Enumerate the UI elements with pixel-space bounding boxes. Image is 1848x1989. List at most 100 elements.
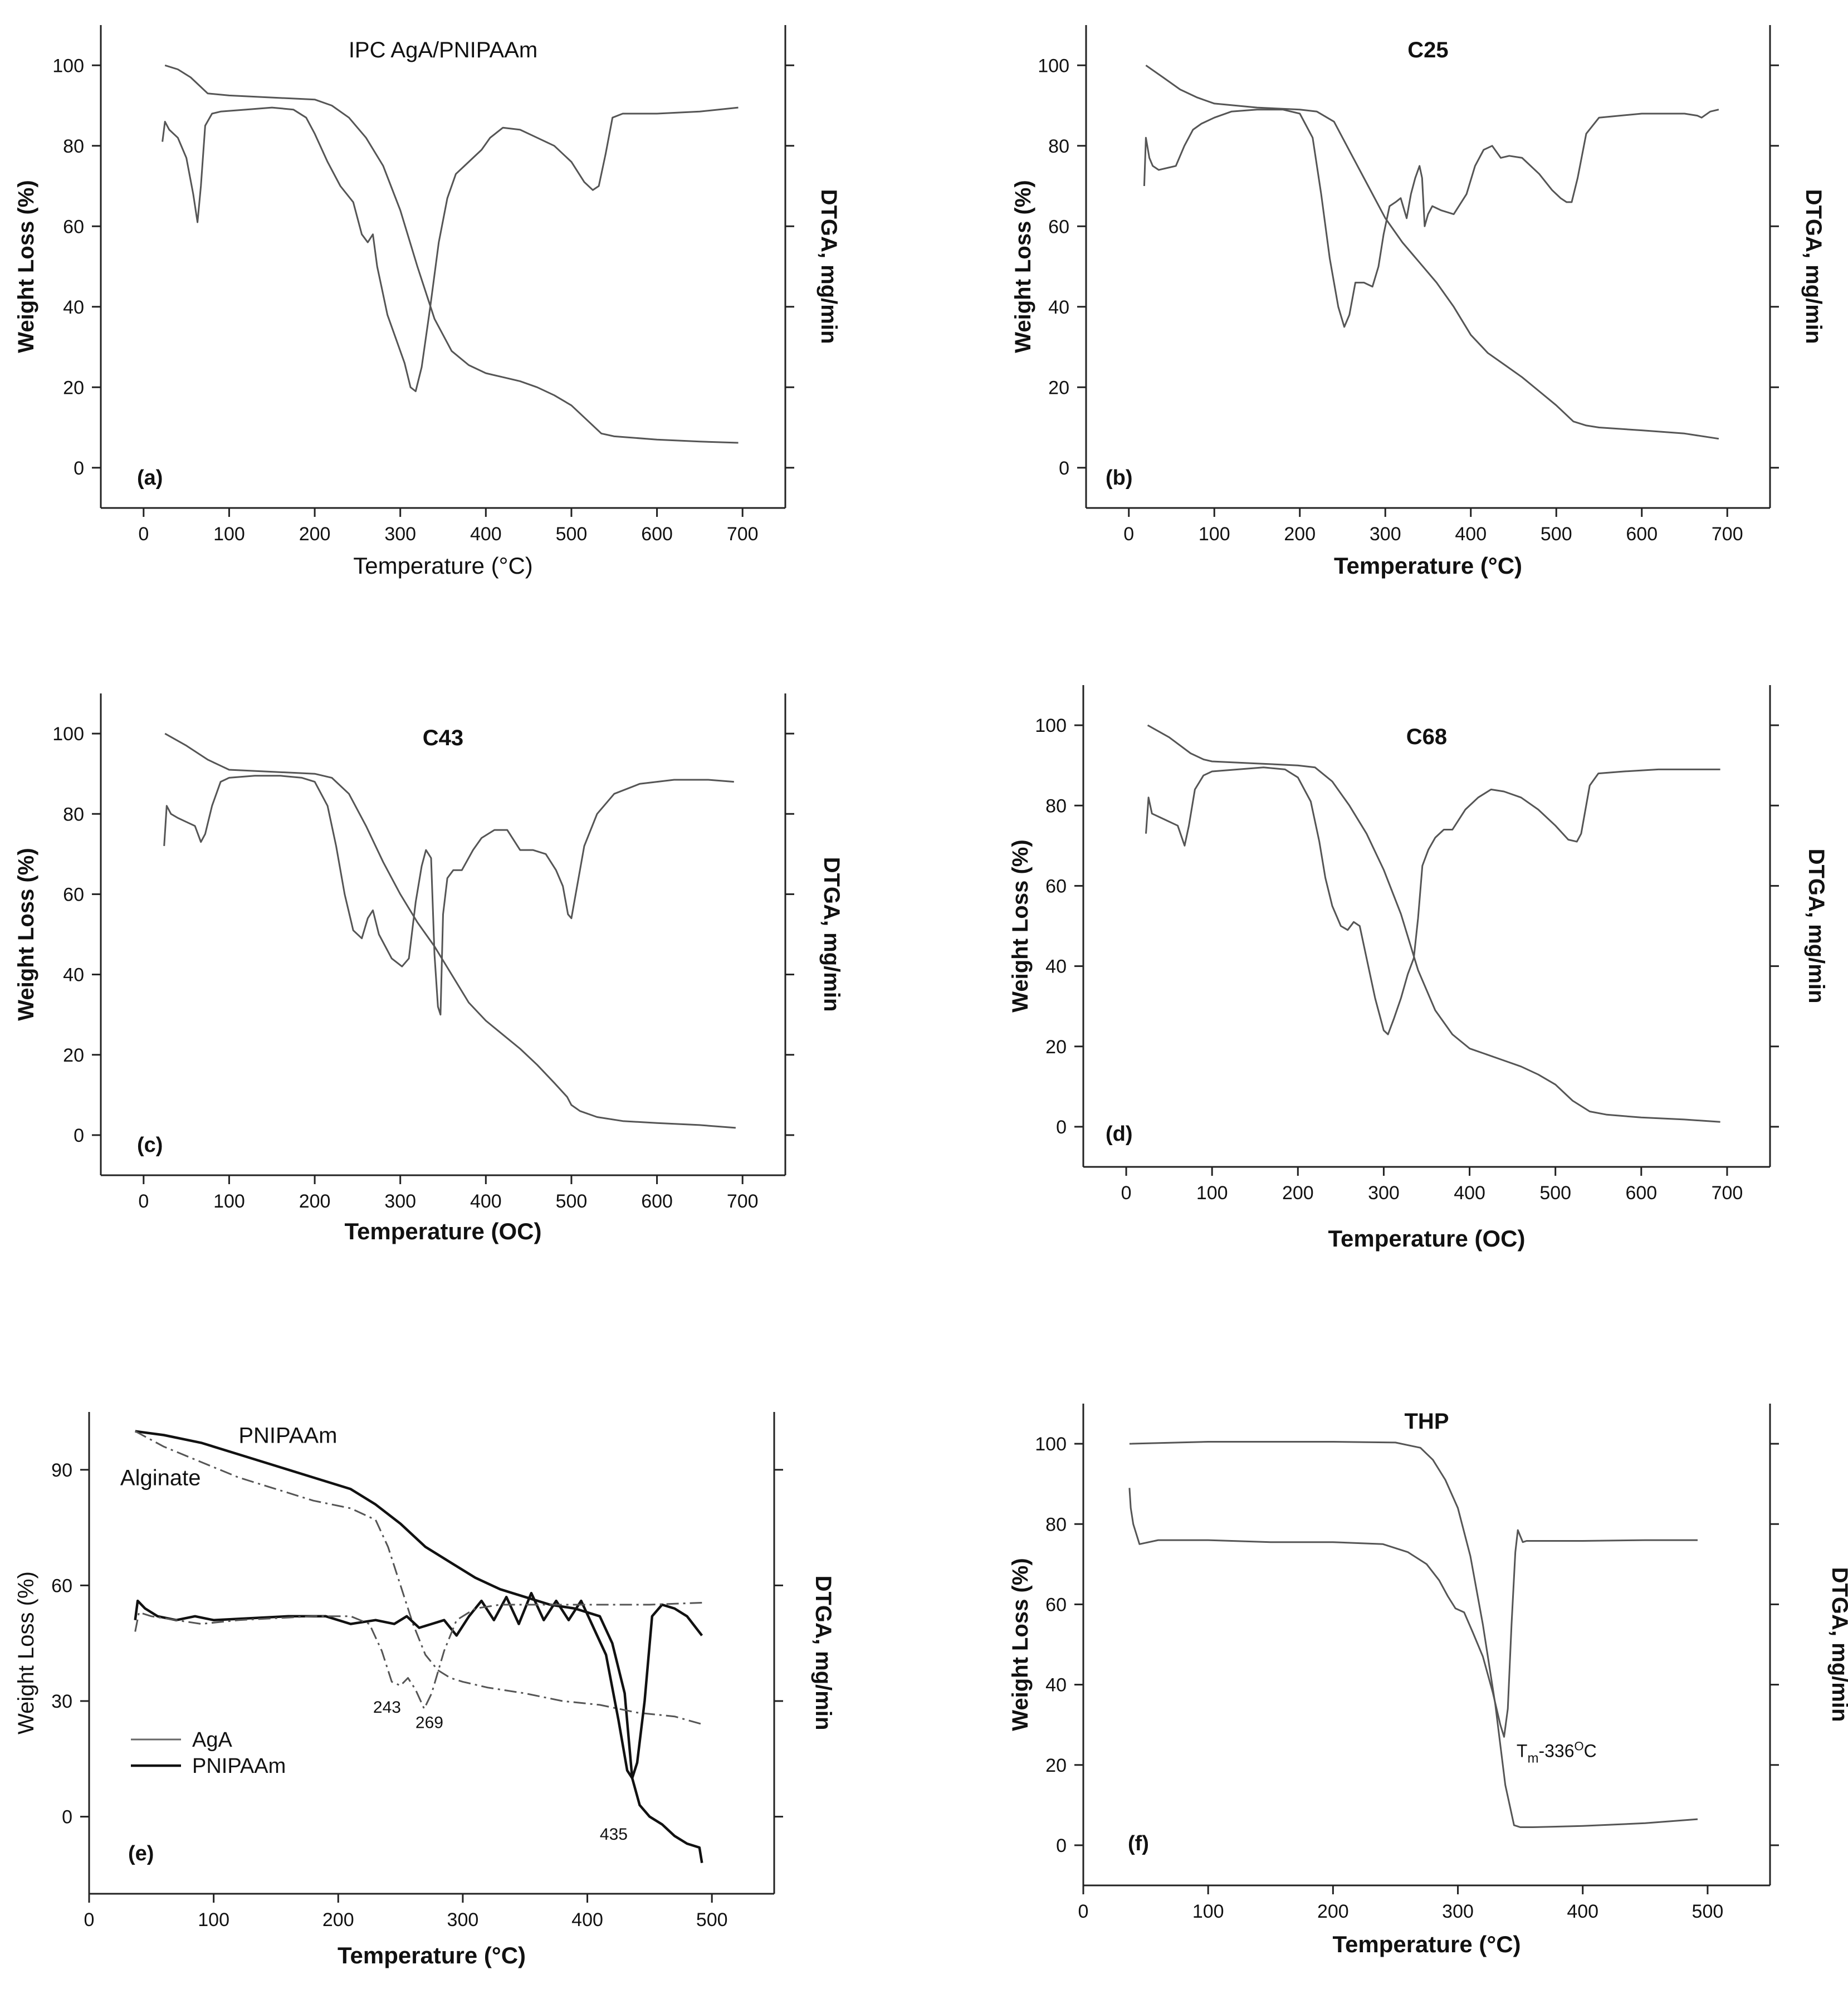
series-dtga-line [1145,766,1720,1035]
tm-annotation-rest: -336 [1538,1741,1574,1761]
y-tick-label: 60 [1045,876,1067,897]
y-tick-label: 100 [52,724,84,745]
panel-label: (a) [137,466,163,490]
tm-annotation-main: T [1517,1741,1528,1761]
y2-axis-label: DTGA, mg/min [1827,1567,1848,1722]
x-tick-label: 300 [1370,524,1401,545]
y-tick-label: 80 [1045,1514,1067,1535]
y-tick-label: 80 [63,804,84,825]
chart-title: C25 [1407,38,1448,62]
y-tick-label: 20 [1045,1037,1067,1058]
y2-axis-label: DTGA, mg/min [819,857,844,1012]
x-tick-label: 500 [556,524,588,545]
series-tga-line [1147,724,1720,1123]
x-tick-label: 100 [1199,524,1230,545]
y-tick-label: 40 [1045,956,1067,978]
chart-title: THP [1405,1409,1449,1434]
panel-c: 0 100 200 300 400 500 600 700 0 20 40 60 80 100 C43 (c)… [14,693,844,1244]
y2-axis-label: DTGA, mg/min [817,189,841,344]
y-tick-label: 80 [63,136,84,157]
x-axis-label: Temperature (°C) [1334,553,1522,579]
y-tick-label: 0 [62,1807,72,1828]
panel-f: 0 100 200 300 400 500 0 20 40 60 80 100 THP (f) Temper… [1008,1404,1848,1957]
x-tick-label: 100 [198,1909,229,1931]
series-tga-line [1129,1441,1698,1828]
legend: AgA PNIPAAm [131,1728,286,1778]
series-aga-tga-line [134,1430,702,1725]
panel-label: (b) [1106,466,1133,490]
y-axis-label: Weight Loss (%) [1008,1558,1033,1731]
x-tick-label: 400 [470,524,502,545]
y-axis-label: Weight Loss (%) [14,1571,38,1734]
y-tick-label: 20 [1048,377,1069,398]
x-tick-label: 300 [447,1909,479,1931]
x-axis-label: Temperature (°C) [1332,1931,1521,1957]
y-tick-label: 100 [1035,715,1067,736]
series-dtga-line [163,775,734,1016]
x-tick-label: 700 [1712,524,1743,545]
y-tick-label: 100 [1038,55,1069,76]
y-tick-label: 60 [51,1575,72,1596]
x-axis-label: Temperature (°C) [338,1942,526,1968]
x-tick-label: 400 [571,1909,603,1931]
x-tick-label: 600 [1625,1182,1657,1204]
y-tick-label: 0 [1059,458,1069,479]
chart-title: C68 [1406,725,1447,749]
x-tick-label: 0 [138,524,149,545]
y-tick-label: 100 [52,55,84,76]
tm-annotation: Tm-336OC [1517,1739,1597,1766]
x-tick-label: 0 [1123,524,1134,545]
y-tick-label: 60 [1048,216,1069,237]
legend-label-pnipaam: PNIPAAm [192,1755,286,1778]
x-axis-label: Temperature (OC) [345,1218,542,1244]
x-axis-label: Temperature (°C) [353,553,533,579]
x-tick-label: 400 [470,1191,502,1212]
y-tick-label: 80 [1045,795,1067,817]
panel-label: (f) [1128,1832,1149,1855]
y-tick-label: 30 [51,1691,72,1712]
x-tick-label: 300 [384,1191,416,1212]
y2-axis-label: DTGA, mg/min [1801,189,1826,344]
tm-annotation-sub: m [1527,1751,1538,1766]
y-tick-label: 0 [74,1125,84,1146]
x-tick-label: 600 [641,1191,673,1212]
y-tick-label: 80 [1048,136,1069,157]
x-tick-label: 300 [384,524,416,545]
x-tick-label: 400 [1454,1182,1485,1204]
x-tick-label: 400 [1567,1901,1598,1922]
y-tick-label: 60 [1045,1594,1067,1615]
legend-label-aga: AgA [192,1728,232,1752]
series-tga-line [164,732,736,1129]
series-pnipaam-dtga-line [134,1591,703,1780]
y-axis-label: Weight Loss (%) [14,180,38,353]
panel-label: (c) [137,1133,163,1157]
x-tick-label: 700 [727,1191,759,1212]
x-tick-label: 0 [1121,1182,1132,1204]
panel-label: (e) [128,1842,154,1865]
y-tick-label: 40 [63,297,84,318]
series-pnipaam-tga-line [135,1430,703,1863]
x-tick-label: 100 [1192,1901,1224,1922]
y-tick-label: 90 [51,1460,72,1481]
x-tick-label: 200 [1317,1901,1349,1922]
x-tick-label: 500 [1539,1182,1571,1204]
x-tick-label: 200 [299,524,331,545]
x-tick-label: 300 [1442,1901,1474,1922]
x-tick-label: 0 [138,1191,149,1212]
x-axis-label: Temperature (OC) [1328,1225,1526,1252]
annotation-pnipaam: PNIPAAm [238,1423,337,1448]
series-dtga-line [1128,1488,1698,1738]
y-axis-label: Weight Loss (%) [1008,839,1033,1012]
x-tick-label: 500 [556,1191,588,1212]
y-tick-label: 100 [1035,1434,1067,1455]
series-dtga-line [162,106,739,392]
y-tick-label: 60 [63,884,84,905]
panel-b: 0 100 200 300 400 500 600 700 0 20 40 60 80 100 C25 (b)… [1011,25,1826,579]
x-tick-label: 100 [213,1191,245,1212]
y-tick-label: 60 [63,216,84,237]
chart-title: C43 [423,726,463,750]
y-tick-label: 40 [63,965,84,986]
x-tick-label: 500 [696,1909,728,1931]
